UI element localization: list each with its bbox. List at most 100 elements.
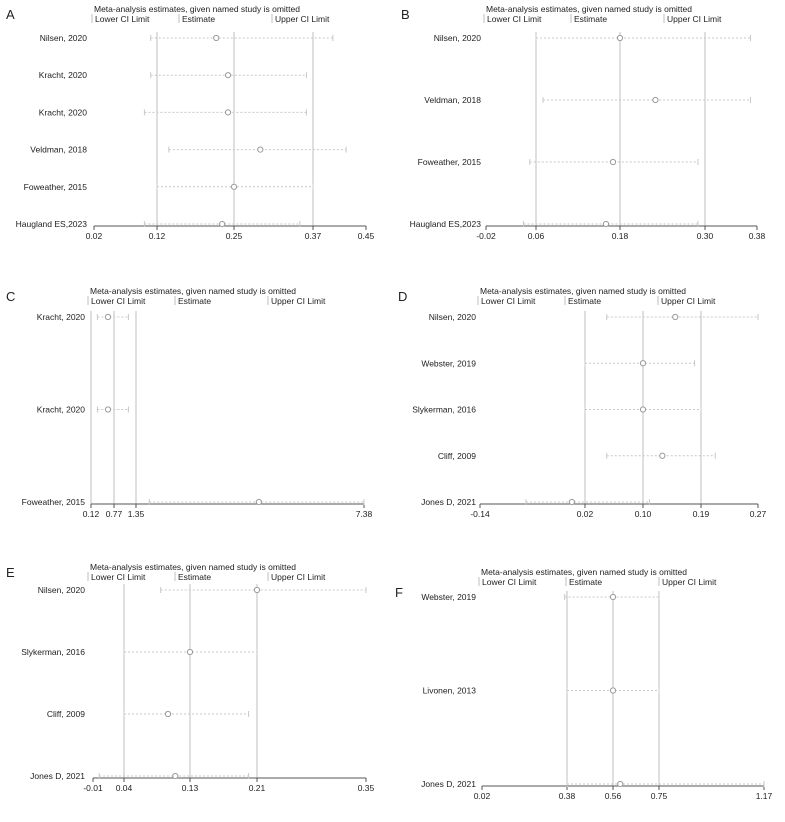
estimate-marker xyxy=(609,593,617,601)
panel-label: A xyxy=(6,7,15,22)
study-label: Nilsen, 2020 xyxy=(40,33,88,43)
x-tick-label: 0.27 xyxy=(750,509,767,519)
estimate-marker xyxy=(164,710,172,718)
x-tick-label: 0.12 xyxy=(83,509,100,519)
estimate-marker xyxy=(672,313,679,321)
study-label: Cliff, 2009 xyxy=(438,451,476,461)
study-label: Jones D, 2021 xyxy=(421,779,476,789)
study-label: Jones D, 2021 xyxy=(30,771,85,781)
estimate-marker xyxy=(253,586,261,594)
x-tick-label: 0.21 xyxy=(249,783,266,793)
estimate-marker xyxy=(230,183,238,190)
estimate-marker xyxy=(659,452,666,459)
legend-entry: Lower CI Limit xyxy=(482,577,537,587)
estimate-marker xyxy=(224,72,232,79)
legend-entry: Lower CI Limit xyxy=(91,572,146,582)
legend-entry: Estimate xyxy=(178,572,211,582)
estimate-marker xyxy=(224,109,232,116)
legend-entry: Upper CI Limit xyxy=(661,296,716,306)
study-label: Kracht, 2020 xyxy=(39,70,87,80)
legend-entry: Estimate xyxy=(568,296,601,306)
x-tick-label: 0.04 xyxy=(116,783,133,793)
study-label: Foweather, 2015 xyxy=(418,157,482,167)
estimate-marker xyxy=(609,158,617,166)
estimate-marker xyxy=(616,34,624,42)
estimate-marker xyxy=(639,406,647,413)
x-tick-label: -0.02 xyxy=(476,231,496,241)
x-tick-label: 0.56 xyxy=(605,791,622,801)
study-label: Cliff, 2009 xyxy=(47,709,85,719)
estimate-marker xyxy=(186,648,194,656)
x-tick-label: -0.01 xyxy=(83,783,103,793)
legend-entry: Lower CI Limit xyxy=(481,296,536,306)
estimate-marker xyxy=(609,687,617,694)
x-tick-label: 0.06 xyxy=(528,231,545,241)
x-tick-label: 1.35 xyxy=(128,509,145,519)
study-label: Veldman, 2018 xyxy=(424,95,481,105)
x-tick-label: -0.14 xyxy=(470,509,490,519)
x-tick-label: 0.35 xyxy=(358,783,375,793)
x-tick-label: 0.02 xyxy=(474,791,491,801)
x-tick-label: 0.30 xyxy=(697,231,714,241)
panel-label: B xyxy=(401,7,410,22)
estimate-marker xyxy=(213,34,220,42)
panel-label: D xyxy=(398,289,407,304)
x-tick-label: 0.38 xyxy=(749,231,766,241)
chart-title: Meta-analysis estimates, given named stu… xyxy=(480,286,686,296)
x-tick-label: 0.18 xyxy=(612,231,629,241)
x-tick-label: 0.12 xyxy=(149,231,166,241)
x-tick-label: 0.75 xyxy=(651,791,668,801)
x-tick-label: 7.38 xyxy=(356,509,373,519)
study-label: Livonen, 2013 xyxy=(423,686,477,696)
x-tick-label: 0.10 xyxy=(635,509,652,519)
study-label: Foweather, 2015 xyxy=(24,182,88,192)
x-tick-label: 0.77 xyxy=(106,509,123,519)
panel-label: E xyxy=(6,565,15,580)
legend-entry: Upper CI Limit xyxy=(662,577,717,587)
x-tick-label: 0.02 xyxy=(86,231,103,241)
study-label: Haugland ES,2023 xyxy=(410,219,482,229)
study-label: Veldman, 2018 xyxy=(30,145,87,155)
study-label: Nilsen, 2020 xyxy=(434,33,482,43)
legend-entry: Upper CI Limit xyxy=(271,572,326,582)
chart-title: Meta-analysis estimates, given named stu… xyxy=(90,286,296,296)
legend-entry: Upper CI Limit xyxy=(275,14,330,24)
study-label: Webster, 2019 xyxy=(421,358,476,368)
x-tick-label: 0.38 xyxy=(559,791,576,801)
estimate-marker xyxy=(568,498,575,506)
legend-entry: Estimate xyxy=(569,577,602,587)
estimate-marker xyxy=(257,146,264,153)
panel-label: F xyxy=(395,585,403,600)
estimate-marker xyxy=(104,313,112,321)
study-label: Nilsen, 2020 xyxy=(38,585,86,595)
x-tick-label: 1.17 xyxy=(756,791,773,801)
study-label: Slykerman, 2016 xyxy=(21,647,85,657)
chart-title: Meta-analysis estimates, given named stu… xyxy=(486,4,692,14)
study-label: Kracht, 2020 xyxy=(39,107,87,117)
estimate-marker xyxy=(652,96,659,104)
x-tick-label: 0.19 xyxy=(693,509,710,519)
legend-entry: Lower CI Limit xyxy=(91,296,146,306)
legend-entry: Upper CI Limit xyxy=(271,296,326,306)
estimate-marker xyxy=(639,360,647,367)
chart-title: Meta-analysis estimates, given named stu… xyxy=(481,567,687,577)
study-label: Jones D, 2021 xyxy=(421,497,476,507)
x-tick-label: 0.13 xyxy=(182,783,199,793)
legend-entry: Estimate xyxy=(178,296,211,306)
x-tick-label: 0.37 xyxy=(305,231,322,241)
estimate-marker xyxy=(602,220,610,228)
chart-title: Meta-analysis estimates, given named stu… xyxy=(90,562,296,572)
estimate-marker xyxy=(104,406,112,413)
x-tick-label: 0.45 xyxy=(358,231,375,241)
study-label: Foweather, 2015 xyxy=(22,497,86,507)
x-tick-label: 0.02 xyxy=(577,509,594,519)
estimate-marker xyxy=(255,498,262,506)
study-label: Nilsen, 2020 xyxy=(429,312,477,322)
legend-entry: Upper CI Limit xyxy=(667,14,722,24)
chart-title: Meta-analysis estimates, given named stu… xyxy=(94,4,300,14)
legend-entry: Estimate xyxy=(182,14,215,24)
study-label: Webster, 2019 xyxy=(421,592,476,602)
panel-label: C xyxy=(6,289,15,304)
